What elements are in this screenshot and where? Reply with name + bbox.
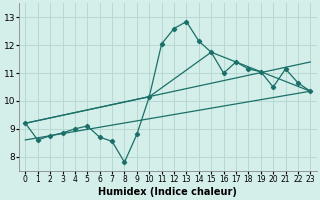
X-axis label: Humidex (Indice chaleur): Humidex (Indice chaleur) [98,187,237,197]
